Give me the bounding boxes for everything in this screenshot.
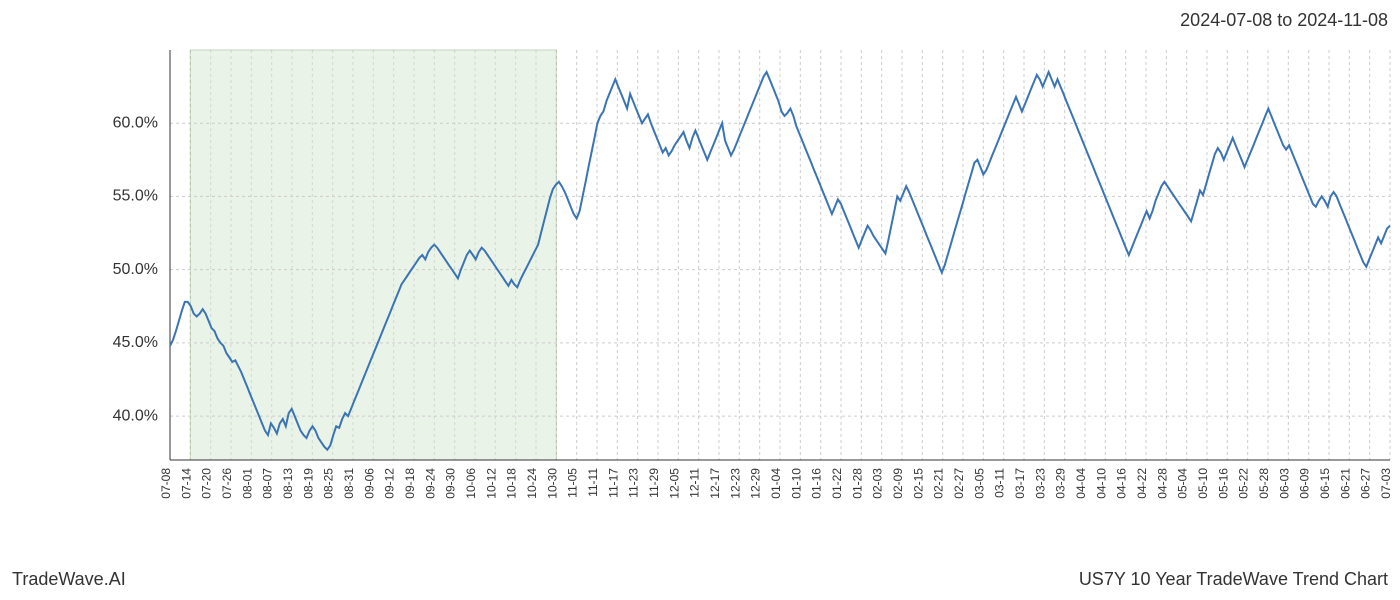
svg-text:11-23: 11-23 [627,468,641,498]
svg-text:03-29: 03-29 [1054,468,1068,499]
svg-text:40.0%: 40.0% [113,407,158,424]
svg-text:01-28: 01-28 [850,468,864,499]
svg-text:10-30: 10-30 [545,468,559,499]
svg-text:07-20: 07-20 [200,468,214,499]
svg-text:02-03: 02-03 [871,468,885,499]
svg-text:09-24: 09-24 [423,468,437,499]
svg-text:04-04: 04-04 [1074,468,1088,499]
svg-text:10-18: 10-18 [505,468,519,499]
svg-text:07-14: 07-14 [179,468,193,499]
svg-text:03-11: 03-11 [993,468,1007,498]
svg-text:11-11: 11-11 [586,468,600,497]
svg-text:05-28: 05-28 [1257,468,1271,499]
svg-text:05-10: 05-10 [1196,468,1210,499]
svg-text:01-04: 01-04 [769,468,783,499]
svg-text:01-16: 01-16 [810,468,824,499]
svg-text:55.0%: 55.0% [113,188,158,205]
svg-text:03-17: 03-17 [1013,468,1027,499]
svg-text:05-22: 05-22 [1237,468,1251,499]
svg-text:08-01: 08-01 [240,468,254,499]
svg-text:04-22: 04-22 [1135,468,1149,499]
svg-text:01-22: 01-22 [830,468,844,499]
svg-text:06-03: 06-03 [1277,468,1291,499]
svg-text:11-29: 11-29 [647,468,661,498]
svg-text:12-29: 12-29 [749,468,763,499]
svg-text:12-23: 12-23 [728,468,742,499]
svg-text:12-11: 12-11 [688,468,702,498]
svg-text:06-15: 06-15 [1318,468,1332,499]
svg-text:10-06: 10-06 [464,468,478,499]
svg-text:60.0%: 60.0% [113,114,158,131]
svg-text:03-23: 03-23 [1033,468,1047,499]
svg-text:45.0%: 45.0% [113,334,158,351]
svg-text:08-25: 08-25 [322,468,336,499]
svg-text:08-13: 08-13 [281,468,295,499]
svg-text:02-09: 02-09 [891,468,905,499]
svg-text:03-05: 03-05 [972,468,986,499]
svg-text:08-19: 08-19 [301,468,315,499]
svg-text:12-05: 12-05 [667,468,681,499]
svg-text:06-09: 06-09 [1298,468,1312,499]
svg-text:10-24: 10-24 [525,468,539,499]
svg-text:05-04: 05-04 [1176,468,1190,499]
svg-text:02-27: 02-27 [952,468,966,499]
svg-text:50.0%: 50.0% [113,261,158,278]
svg-text:06-27: 06-27 [1359,468,1373,499]
svg-text:11-05: 11-05 [566,468,580,498]
svg-text:04-16: 04-16 [1115,468,1129,499]
svg-text:07-03: 07-03 [1379,468,1393,499]
svg-text:02-15: 02-15 [911,468,925,499]
svg-text:08-31: 08-31 [342,468,356,499]
svg-text:12-17: 12-17 [708,468,722,499]
svg-text:09-06: 09-06 [362,468,376,499]
trend-chart: 40.0% 45.0% 50.0% 55.0% 60.0% 07-08 07-14 07-20… [0,40,1400,560]
svg-text:01-10: 01-10 [789,468,803,499]
svg-text:08-07: 08-07 [261,468,275,499]
brand-label: TradeWave.AI [12,569,126,590]
svg-text:04-28: 04-28 [1155,468,1169,499]
svg-text:07-08: 07-08 [159,468,173,499]
chart-title: US7Y 10 Year TradeWave Trend Chart [1079,569,1388,590]
svg-text:04-10: 04-10 [1094,468,1108,499]
svg-text:09-12: 09-12 [383,468,397,499]
svg-text:07-26: 07-26 [220,468,234,499]
date-range-label: 2024-07-08 to 2024-11-08 [1180,10,1388,31]
svg-text:09-18: 09-18 [403,468,417,499]
svg-text:09-30: 09-30 [444,468,458,499]
svg-text:11-17: 11-17 [606,468,620,498]
svg-text:06-21: 06-21 [1338,468,1352,499]
svg-text:10-12: 10-12 [484,468,498,499]
svg-text:02-21: 02-21 [932,468,946,499]
svg-text:05-16: 05-16 [1216,468,1230,499]
